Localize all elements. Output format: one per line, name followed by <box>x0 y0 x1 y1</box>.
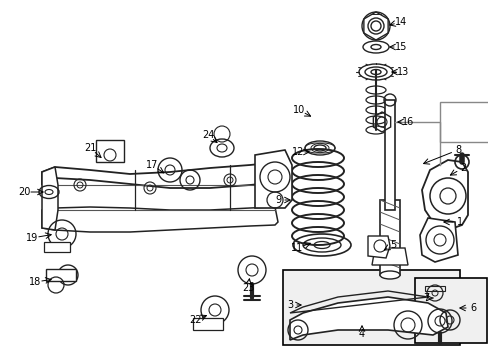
Polygon shape <box>419 218 457 262</box>
Bar <box>283 270 459 345</box>
Text: 9: 9 <box>274 195 281 205</box>
Polygon shape <box>44 242 70 252</box>
Text: 2: 2 <box>459 163 465 173</box>
Text: 10: 10 <box>292 105 305 115</box>
Polygon shape <box>42 162 285 188</box>
Text: 4: 4 <box>358 329 365 339</box>
Text: 23: 23 <box>242 283 254 293</box>
Text: 19: 19 <box>26 233 38 243</box>
Text: 3: 3 <box>286 300 292 310</box>
Text: 17: 17 <box>145 160 158 170</box>
Bar <box>379 200 399 275</box>
Polygon shape <box>193 318 223 330</box>
Text: 6: 6 <box>469 303 475 313</box>
Text: 13: 13 <box>396 67 408 77</box>
Text: 8: 8 <box>454 145 460 155</box>
Bar <box>424 286 444 291</box>
Polygon shape <box>46 269 76 281</box>
Bar <box>439 102 488 142</box>
Bar <box>414 278 486 343</box>
Text: 14: 14 <box>394 17 407 27</box>
Text: 24: 24 <box>202 130 214 140</box>
Text: 16: 16 <box>401 117 413 127</box>
Text: 5: 5 <box>389 240 395 250</box>
Ellipse shape <box>379 271 399 279</box>
Bar <box>384 100 394 210</box>
Text: 11: 11 <box>290 243 303 253</box>
Polygon shape <box>421 160 467 230</box>
Text: 1: 1 <box>456 217 462 227</box>
Polygon shape <box>289 297 447 340</box>
Text: 18: 18 <box>29 277 41 287</box>
Text: 21: 21 <box>83 143 96 153</box>
Polygon shape <box>371 248 407 265</box>
Text: 12: 12 <box>291 147 304 157</box>
Polygon shape <box>42 167 58 230</box>
Text: 15: 15 <box>394 42 407 52</box>
Text: 20: 20 <box>18 187 30 197</box>
Bar <box>96 140 124 162</box>
Polygon shape <box>254 150 291 208</box>
Text: 7: 7 <box>422 293 428 303</box>
Polygon shape <box>42 207 278 232</box>
Text: 22: 22 <box>189 315 202 325</box>
Polygon shape <box>367 236 389 258</box>
